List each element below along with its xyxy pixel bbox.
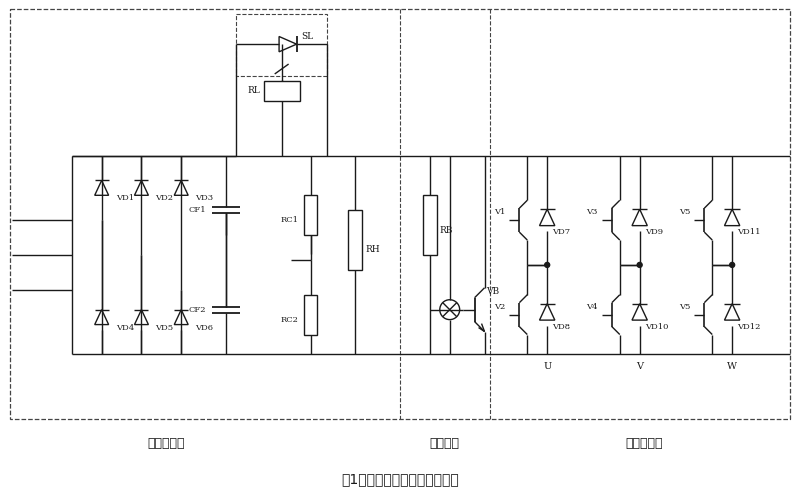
Text: RH: RH: [365, 246, 380, 254]
Text: V5: V5: [679, 302, 690, 310]
Circle shape: [637, 262, 642, 268]
Text: V2: V2: [494, 302, 506, 310]
Bar: [423, 196, 437, 255]
Text: RC2: RC2: [281, 316, 298, 324]
Bar: [10, 10, 790, 419]
Text: VD7: VD7: [552, 228, 570, 236]
Text: VD11: VD11: [737, 228, 761, 236]
Bar: [348, 210, 362, 270]
Bar: [236, 14, 327, 76]
Text: CF1: CF1: [189, 206, 206, 214]
Text: 直一交变换: 直一交变换: [625, 438, 662, 450]
Bar: [303, 196, 318, 235]
Text: VD6: VD6: [195, 324, 213, 332]
Text: VD8: VD8: [552, 322, 570, 330]
Text: U: U: [543, 362, 551, 371]
Circle shape: [730, 262, 734, 268]
Text: V3: V3: [586, 208, 598, 216]
Text: VB: VB: [486, 288, 500, 296]
Text: VD10: VD10: [645, 322, 668, 330]
Text: RL: RL: [247, 86, 260, 96]
Text: VD5: VD5: [155, 324, 174, 332]
Text: VD9: VD9: [645, 228, 662, 236]
Text: 图1：交一直一交变频器主电路: 图1：交一直一交变频器主电路: [341, 472, 459, 486]
Bar: [303, 294, 318, 335]
Text: CF2: CF2: [189, 306, 206, 314]
Text: W: W: [727, 362, 737, 371]
Text: RC1: RC1: [281, 216, 298, 224]
Text: V: V: [636, 362, 643, 371]
Text: VD2: VD2: [155, 194, 174, 202]
Text: V4: V4: [586, 302, 598, 310]
Text: VD12: VD12: [737, 322, 761, 330]
Text: SL: SL: [302, 32, 314, 40]
Text: RB: RB: [440, 226, 453, 234]
Text: VD1: VD1: [115, 194, 134, 202]
Text: 能耗电路: 能耗电路: [430, 438, 460, 450]
Bar: [264, 81, 299, 101]
Text: 交一直变换: 交一直变换: [147, 438, 185, 450]
Circle shape: [545, 262, 550, 268]
Text: VD4: VD4: [115, 324, 134, 332]
Text: V5: V5: [679, 208, 690, 216]
Text: V1: V1: [494, 208, 506, 216]
Text: VD3: VD3: [195, 194, 214, 202]
